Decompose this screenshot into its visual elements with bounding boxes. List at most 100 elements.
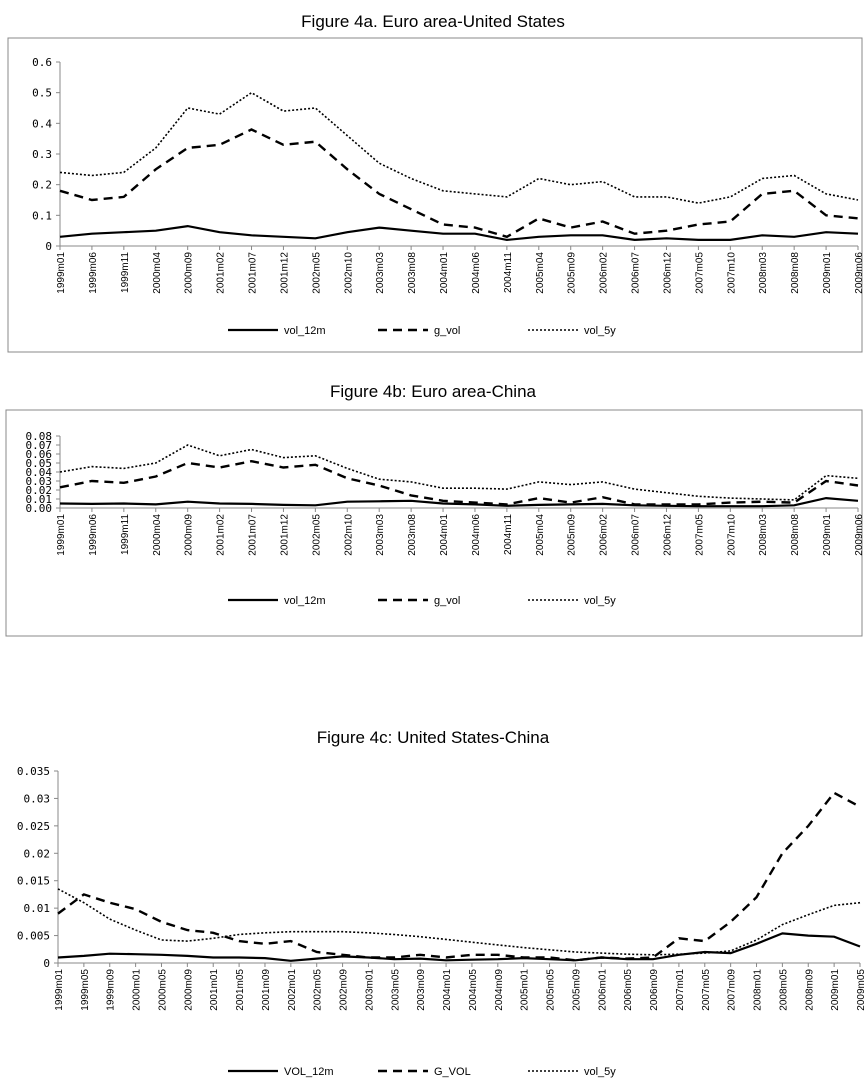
x-tick-label: 2003m08 xyxy=(407,252,418,294)
x-tick-label: 2008m03 xyxy=(758,514,769,556)
y-tick-label: 0 xyxy=(43,957,50,970)
x-tick-label: 2002m05 xyxy=(313,969,324,1011)
x-tick-label: 2002m09 xyxy=(339,969,350,1011)
y-tick-label: 0.01 xyxy=(26,493,53,506)
x-tick-label: 2004m01 xyxy=(439,514,450,556)
x-tick-label: 2005m05 xyxy=(546,969,557,1011)
x-tick-label: 2005m04 xyxy=(535,252,546,294)
x-tick-label: 2007m09 xyxy=(727,969,738,1011)
x-tick-label: 2005m09 xyxy=(567,252,578,294)
x-tick-label: 2007m10 xyxy=(726,252,737,294)
x-tick-label: 2001m05 xyxy=(235,969,246,1011)
x-tick-label: 1999m01 xyxy=(56,252,67,294)
y-tick-label: 0.3 xyxy=(32,148,52,161)
legend-label: g_vol xyxy=(434,325,460,337)
chart-frame xyxy=(7,37,863,353)
y-tick-label: 0.06 xyxy=(26,448,53,461)
x-tick-label: 2009m01 xyxy=(822,514,833,556)
x-tick-label: 2008m08 xyxy=(790,514,801,556)
x-tick-label: 2005m09 xyxy=(567,514,578,556)
x-tick-label: 2002m10 xyxy=(343,252,354,294)
series-line xyxy=(59,459,859,506)
x-tick-label: 2000m04 xyxy=(152,252,163,294)
x-tick-label: 2001m01 xyxy=(209,969,220,1011)
x-tick-label: 2000m09 xyxy=(184,514,195,556)
x-tick-label: 2000m09 xyxy=(183,969,194,1011)
chart-frame xyxy=(5,409,863,637)
x-tick-label: 2009m01 xyxy=(830,969,841,1011)
series-line xyxy=(57,888,861,956)
x-tick-label: 2001m12 xyxy=(279,252,290,294)
x-tick-label: 1999m05 xyxy=(80,969,91,1011)
x-tick-label: 2001m07 xyxy=(248,514,259,556)
legend-label: G_VOL xyxy=(434,1066,471,1078)
y-tick-label: 0.005 xyxy=(17,930,50,943)
x-tick-label: 2009m06 xyxy=(854,252,865,294)
x-tick-label: 2004m06 xyxy=(471,514,482,556)
chart-title: Figure 4b: Euro area-China xyxy=(330,382,537,401)
chart-title: Figure 4a. Euro area-United States xyxy=(301,12,565,31)
x-tick-label: 1999m11 xyxy=(120,252,131,293)
series-line xyxy=(59,128,859,239)
x-tick-label: 2005m01 xyxy=(520,969,531,1011)
x-tick-label: 2006m09 xyxy=(649,969,660,1011)
x-tick-label: 2006m07 xyxy=(631,514,642,556)
x-tick-label: 1999m11 xyxy=(120,514,131,555)
x-tick-label: 2001m07 xyxy=(248,252,259,294)
legend-label: vol_5y xyxy=(584,595,616,607)
x-tick-label: 2008m08 xyxy=(790,252,801,294)
x-tick-label: 2004m11 xyxy=(503,252,514,293)
x-tick-label: 2007m01 xyxy=(675,969,686,1011)
y-tick-label: 0.00 xyxy=(26,502,53,515)
x-tick-label: 2001m02 xyxy=(216,252,227,294)
x-tick-label: 2002m10 xyxy=(343,514,354,556)
x-tick-label: 2004m09 xyxy=(494,969,505,1011)
y-tick-label: 0.04 xyxy=(26,466,53,479)
x-tick-label: 2006m02 xyxy=(599,514,610,556)
y-tick-label: 0 xyxy=(45,240,52,253)
x-tick-label: 2009m01 xyxy=(822,252,833,294)
x-tick-label: 2007m05 xyxy=(694,252,705,294)
x-tick-label: 1999m01 xyxy=(56,514,67,556)
x-tick-label: 2005m09 xyxy=(571,969,582,1011)
legend-label: vol_12m xyxy=(284,325,326,337)
x-tick-label: 2000m05 xyxy=(157,969,168,1011)
x-tick-label: 2002m01 xyxy=(287,969,298,1011)
y-tick-label: 0.07 xyxy=(26,439,53,452)
x-tick-label: 2003m03 xyxy=(375,252,386,294)
legend-label: g_vol xyxy=(434,595,460,607)
x-tick-label: 2008m09 xyxy=(804,969,815,1011)
y-tick-label: 0.025 xyxy=(17,820,50,833)
y-tick-label: 0.03 xyxy=(26,475,53,488)
x-tick-label: 2003m03 xyxy=(375,514,386,556)
series-line xyxy=(59,91,859,204)
x-tick-label: 2000m09 xyxy=(184,252,195,294)
x-tick-label: 2003m01 xyxy=(364,969,375,1011)
x-tick-label: 2008m05 xyxy=(778,969,789,1011)
x-tick-label: 2008m01 xyxy=(753,969,764,1011)
y-tick-label: 0.035 xyxy=(17,765,50,778)
y-tick-label: 0.1 xyxy=(32,209,52,222)
x-tick-label: 2001m12 xyxy=(279,514,290,556)
y-tick-label: 0.2 xyxy=(32,179,52,192)
x-tick-label: 2004m06 xyxy=(471,252,482,294)
legend-label: vol_12m xyxy=(284,595,326,607)
x-tick-label: 2004m05 xyxy=(468,969,479,1011)
series-line xyxy=(59,224,859,242)
x-tick-label: 2006m12 xyxy=(662,252,673,294)
legend-label: vol_5y xyxy=(584,325,616,337)
x-tick-label: 1999m06 xyxy=(88,514,99,556)
x-tick-label: 2003m05 xyxy=(390,969,401,1011)
x-tick-label: 2005m04 xyxy=(535,514,546,556)
x-tick-label: 2009m06 xyxy=(854,514,865,556)
chart-title: Figure 4c: United States-China xyxy=(317,728,550,747)
x-tick-label: 2003m09 xyxy=(416,969,427,1011)
y-tick-label: 0.015 xyxy=(17,875,50,888)
x-tick-label: 2004m01 xyxy=(439,252,450,294)
legend-label: VOL_12m xyxy=(284,1066,334,1078)
series-line xyxy=(59,444,859,501)
x-tick-label: 2007m05 xyxy=(701,969,712,1011)
y-tick-label: 0.03 xyxy=(24,792,51,805)
y-tick-label: 0.4 xyxy=(32,117,52,130)
